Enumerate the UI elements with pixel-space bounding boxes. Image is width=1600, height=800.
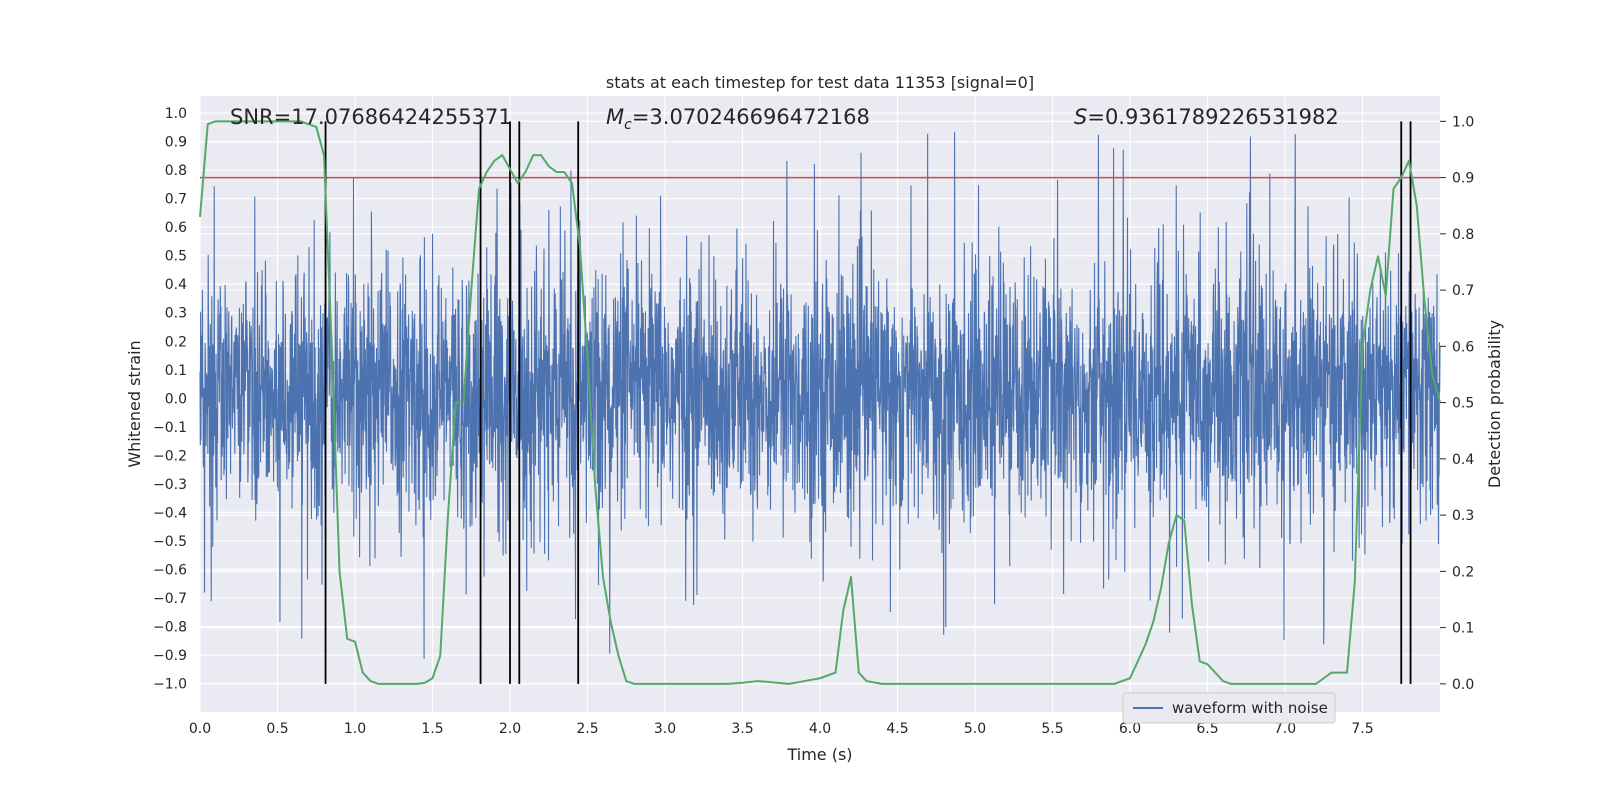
x-tick-label: 1.0 bbox=[344, 721, 366, 737]
y-left-tick-label: −0.9 bbox=[153, 648, 187, 664]
x-tick-label: 5.0 bbox=[964, 721, 986, 737]
legend-box bbox=[1122, 692, 1336, 724]
y-right-tick-label: 0.1 bbox=[1452, 621, 1474, 637]
y-left-tick-label: −0.8 bbox=[153, 619, 187, 635]
y-left-tick-label: 0.0 bbox=[165, 391, 187, 407]
x-tick-label: 2.5 bbox=[576, 721, 598, 737]
y-left-tick-label: 0.3 bbox=[165, 306, 187, 322]
y-left-tick-label: 0.2 bbox=[165, 334, 187, 350]
y-left-tick-label: 0.9 bbox=[165, 135, 187, 151]
x-tick-label: 3.0 bbox=[654, 721, 676, 737]
chirp-mass-value: =3.070246696472168 bbox=[632, 105, 870, 129]
y-left-tick-label: −0.4 bbox=[153, 505, 187, 521]
x-axis-ticks: 0.0 0.5 1.0 1.5 2.0 2.5 3.0 3.5 4.0 4.5 5.0 5.5 6.0 6… bbox=[189, 721, 1374, 737]
chirp-mass-subscript: c bbox=[624, 117, 632, 133]
y-left-tick-label: 0.6 bbox=[165, 220, 187, 236]
x-tick-label: 7.5 bbox=[1351, 721, 1373, 737]
y-left-tick-label: −0.6 bbox=[153, 562, 187, 578]
x-tick-label: 4.0 bbox=[809, 721, 831, 737]
x-tick-label: 1.5 bbox=[421, 721, 443, 737]
x-tick-label: 7.0 bbox=[1274, 721, 1296, 737]
y-left-tick-label: −0.5 bbox=[153, 534, 187, 550]
chirp-mass-symbol: M bbox=[606, 105, 624, 129]
y-right-tick-label: 0.4 bbox=[1452, 452, 1474, 468]
y-axis-right-ticks: 1.0 0.9 0.8 0.7 0.6 0.5 0.4 0.3 0.2 0.1 0.0 bbox=[1440, 114, 1474, 693]
legend-label: waveform with noise bbox=[1172, 699, 1328, 717]
x-tick-label: 3.5 bbox=[731, 721, 753, 737]
y-right-tick-label: 0.7 bbox=[1452, 283, 1474, 299]
y-left-tick-label: −0.1 bbox=[153, 420, 187, 436]
probability-line bbox=[199, 120, 1441, 685]
legend: waveform with noise bbox=[1122, 692, 1336, 724]
x-tick-label: 0.0 bbox=[189, 721, 211, 737]
y-left-tick-label: 0.4 bbox=[165, 277, 187, 293]
chart-title: stats at each timestep for test data 113… bbox=[606, 73, 1034, 92]
y-left-tick-label: 0.5 bbox=[165, 249, 187, 265]
x-axis-label: Time (s) bbox=[786, 745, 852, 764]
y-right-tick-label: 0.9 bbox=[1452, 171, 1474, 187]
y-right-tick-label: 0.5 bbox=[1452, 396, 1474, 412]
x-tick-label: 5.5 bbox=[1041, 721, 1063, 737]
x-tick-label: 2.0 bbox=[499, 721, 521, 737]
x-tick-label: 6.0 bbox=[1119, 721, 1141, 737]
snr-annotation: SNR=17.07686424255371 bbox=[230, 105, 512, 129]
y-left-tick-label: −1.0 bbox=[153, 676, 187, 692]
chirp-mass-annotation: Mc=3.070246696472168 bbox=[606, 105, 870, 133]
y-left-tick-label: 0.8 bbox=[165, 163, 187, 179]
y-left-tick-label: 0.1 bbox=[165, 363, 187, 379]
x-tick-label: 6.5 bbox=[1196, 721, 1218, 737]
y-axis-left-ticks: 1.0 0.9 0.8 0.7 0.6 0.5 0.4 0.3 0.2 0.1 0.0 −0.1 −0.… bbox=[153, 106, 187, 692]
probability-series bbox=[199, 120, 1441, 685]
spin-symbol: S bbox=[1074, 105, 1087, 129]
y-axis-left-label: Whitened strain bbox=[125, 340, 144, 467]
strain-line bbox=[199, 132, 1441, 659]
spin-value: =0.9361789226531982 bbox=[1087, 105, 1338, 129]
y-right-tick-label: 0.2 bbox=[1452, 564, 1474, 580]
trigger-lines bbox=[324, 121, 1412, 684]
y-left-tick-label: 0.7 bbox=[165, 192, 187, 208]
y-axis-right-label: Detection probability bbox=[1485, 320, 1504, 488]
x-tick-label: 0.5 bbox=[266, 721, 288, 737]
y-right-tick-label: 0.6 bbox=[1452, 339, 1474, 355]
spin-annotation: S=0.9361789226531982 bbox=[1074, 105, 1339, 129]
y-right-tick-label: 1.0 bbox=[1452, 114, 1474, 130]
y-right-tick-label: 0.0 bbox=[1452, 677, 1474, 693]
y-right-tick-label: 0.8 bbox=[1452, 227, 1474, 243]
y-left-tick-label: −0.3 bbox=[153, 477, 187, 493]
strain-series bbox=[199, 132, 1441, 659]
y-right-tick-label: 0.3 bbox=[1452, 508, 1474, 524]
y-left-tick-label: −0.2 bbox=[153, 448, 187, 464]
x-tick-label: 4.5 bbox=[886, 721, 908, 737]
y-left-tick-label: 1.0 bbox=[165, 106, 187, 122]
y-left-tick-label: −0.7 bbox=[153, 591, 187, 607]
